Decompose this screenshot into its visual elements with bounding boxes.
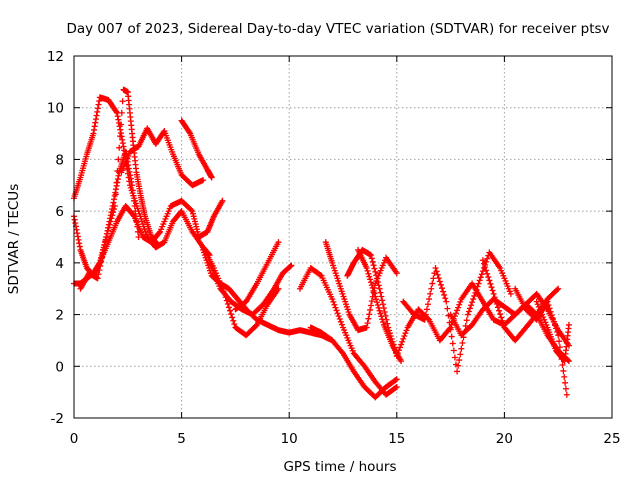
y-tick-label: -2 bbox=[51, 411, 64, 427]
data-point-markers bbox=[400, 249, 514, 375]
data-point-markers bbox=[296, 265, 400, 398]
y-axis-label: SDTVAR / TECUs bbox=[6, 184, 22, 294]
y-tick-label: 6 bbox=[55, 204, 64, 220]
series-track-5 bbox=[118, 125, 207, 189]
data-point-markers bbox=[232, 239, 282, 313]
data-point-markers bbox=[77, 86, 161, 292]
plot-frame bbox=[73, 55, 613, 419]
x-axis-label: GPS time / hours bbox=[283, 459, 396, 475]
series-track-11 bbox=[296, 265, 400, 398]
series-track-21 bbox=[533, 298, 572, 365]
series-track-20 bbox=[512, 285, 570, 398]
x-tick-label: 10 bbox=[281, 431, 298, 447]
x-tick-label: 5 bbox=[177, 431, 186, 447]
x-tick-label: 15 bbox=[388, 431, 405, 447]
y-tick-label: 0 bbox=[55, 359, 64, 375]
y-tick-label: 2 bbox=[55, 308, 64, 324]
x-tick-label: 0 bbox=[70, 431, 79, 447]
data-point-markers bbox=[307, 324, 400, 401]
data-point-markers bbox=[178, 117, 215, 181]
series-track-10 bbox=[232, 239, 282, 313]
series-track-4 bbox=[77, 86, 161, 292]
series-track-6 bbox=[178, 117, 215, 181]
x-tick-label: 20 bbox=[496, 431, 513, 447]
data-point-markers bbox=[533, 298, 572, 365]
y-tick-label: 10 bbox=[47, 101, 64, 117]
axes: -2 0 2 4 6 8 10 12 0 5 10 15 20 25 bbox=[47, 49, 621, 447]
y-tick-label: 4 bbox=[55, 256, 64, 272]
x-tick-label: 25 bbox=[603, 431, 620, 447]
chart-title: Day 007 of 2023, Sidereal Day-to-day VTE… bbox=[66, 21, 609, 37]
series-track-17 bbox=[400, 249, 514, 375]
y-tick-label: 8 bbox=[55, 152, 64, 168]
data-point-markers bbox=[118, 125, 207, 189]
data-point-markers bbox=[512, 285, 570, 398]
series-track-12 bbox=[307, 324, 400, 401]
grid bbox=[74, 56, 612, 418]
data-points bbox=[71, 86, 572, 401]
y-tick-label: 12 bbox=[47, 49, 64, 65]
